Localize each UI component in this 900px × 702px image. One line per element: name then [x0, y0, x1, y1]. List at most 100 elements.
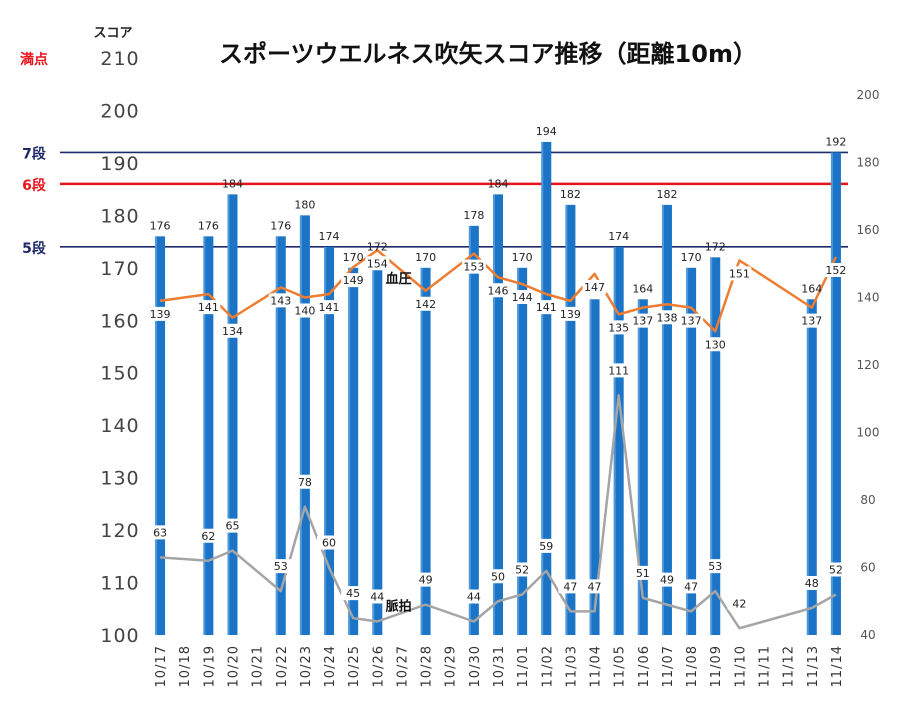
x-tick-label: 11/12 — [782, 645, 797, 687]
x-tick-label: 10/18 — [178, 645, 193, 687]
point-label-bg — [341, 273, 366, 288]
bar-value-label: 164 — [801, 282, 822, 295]
y2-tick-label: 40 — [860, 628, 875, 642]
x-tick-label: 11/13 — [806, 645, 821, 687]
point-label-bg — [679, 313, 704, 328]
bar-value-label: 172 — [367, 240, 388, 253]
y2-tick-label: 200 — [857, 88, 880, 102]
point-label-bg — [196, 300, 221, 315]
bar-value-label: 176 — [198, 219, 219, 232]
point-value-label: 53 — [274, 560, 288, 573]
bar — [613, 246, 624, 635]
bar — [348, 267, 359, 635]
bar-highlight — [324, 246, 327, 635]
point-label-bg — [654, 310, 679, 325]
point-label-bg — [823, 263, 848, 277]
point-value-label: 47 — [563, 580, 577, 593]
y-tick-label: 170 — [100, 258, 139, 280]
x-tick-label: 10/30 — [468, 645, 483, 687]
point-value-label: 141 — [198, 301, 219, 314]
y2-tick-label: 160 — [857, 223, 880, 237]
bar — [565, 204, 576, 635]
point-label-bg — [220, 323, 245, 338]
point-value-label: 146 — [488, 284, 509, 297]
y2-tick-label: 180 — [857, 156, 880, 170]
point-label-bg — [486, 283, 510, 298]
x-tick-label: 10/26 — [371, 645, 386, 687]
bar-value-label: 174 — [608, 230, 629, 243]
bar — [227, 194, 238, 635]
point-value-label: 49 — [660, 574, 674, 587]
point-label-bg — [823, 562, 848, 577]
point-value-label: 47 — [588, 580, 602, 593]
point-label-bg — [268, 559, 293, 574]
x-tick-label: 11/07 — [661, 645, 676, 687]
y-tick-label: 160 — [100, 310, 139, 332]
point-value-label: 59 — [539, 540, 553, 553]
point-value-label: 130 — [705, 338, 726, 351]
bar-highlight — [275, 236, 278, 635]
bar — [420, 267, 431, 635]
point-value-label: 60 — [322, 537, 336, 550]
x-tick-label: 11/04 — [589, 645, 604, 687]
point-label-bg — [413, 572, 438, 587]
point-label-bg — [510, 290, 535, 304]
x-tick-label: 11/05 — [613, 645, 628, 687]
y-tick-label: 120 — [100, 520, 139, 542]
line-series — [159, 394, 837, 630]
bar-value-label: 170 — [512, 251, 533, 264]
bar-value-label: 182 — [656, 188, 677, 201]
point-label-bg — [317, 535, 342, 550]
x-tick-label: 11/09 — [709, 645, 724, 687]
point-label-bg — [413, 296, 438, 311]
point-value-label: 144 — [512, 291, 533, 304]
reference-label: 7段 — [22, 145, 46, 162]
point-value-label: 42 — [732, 597, 746, 610]
bar — [541, 141, 552, 635]
bar — [661, 204, 672, 635]
point-value-label: 78 — [298, 476, 312, 489]
series-name-label: 血圧 — [386, 271, 412, 287]
point-label-bg — [654, 572, 679, 587]
bar-value-label: 182 — [560, 188, 581, 201]
y-tick-label: 140 — [100, 415, 139, 437]
point-value-label: 62 — [201, 530, 215, 543]
point-label-bg — [630, 313, 655, 328]
x-tick-label: 10/24 — [323, 645, 338, 687]
reference-label: 6段 — [22, 177, 46, 194]
x-tick-label: 10/27 — [395, 645, 410, 687]
point-label-bg — [486, 569, 510, 584]
point-label-bg — [148, 525, 173, 540]
point-value-label: 48 — [805, 577, 819, 590]
y2-tick-label: 120 — [857, 358, 880, 372]
bar-value-label: 178 — [463, 209, 484, 222]
point-label-bg — [703, 337, 728, 352]
bar-highlight — [203, 236, 206, 635]
x-tick-label: 11/11 — [758, 645, 773, 687]
bar-highlight — [830, 152, 833, 635]
x-tick-label: 11/08 — [685, 645, 700, 687]
point-value-label: 137 — [681, 315, 702, 328]
y2-tick-label: 140 — [857, 291, 880, 305]
point-label-bg — [727, 266, 752, 281]
y-tick-label: 150 — [100, 363, 139, 385]
bar-highlight — [710, 257, 713, 635]
point-label-bg — [582, 279, 607, 294]
point-value-label: 47 — [684, 580, 698, 593]
bar-highlight — [299, 215, 302, 635]
bar — [203, 236, 214, 635]
bar-value-label: 170 — [681, 251, 702, 264]
x-tick-label: 10/29 — [444, 645, 459, 687]
bar — [517, 267, 528, 635]
bar — [493, 194, 503, 635]
bar — [275, 236, 286, 635]
bar — [372, 257, 383, 635]
bar — [299, 215, 310, 635]
point-label-bg — [268, 293, 293, 308]
point-value-label: 49 — [419, 574, 433, 587]
point-label-bg — [679, 579, 704, 594]
bar-value-label: 184 — [222, 177, 243, 190]
point-value-label: 111 — [608, 364, 629, 377]
point-value-label: 135 — [608, 321, 629, 334]
x-tick-label: 10/20 — [226, 645, 241, 687]
